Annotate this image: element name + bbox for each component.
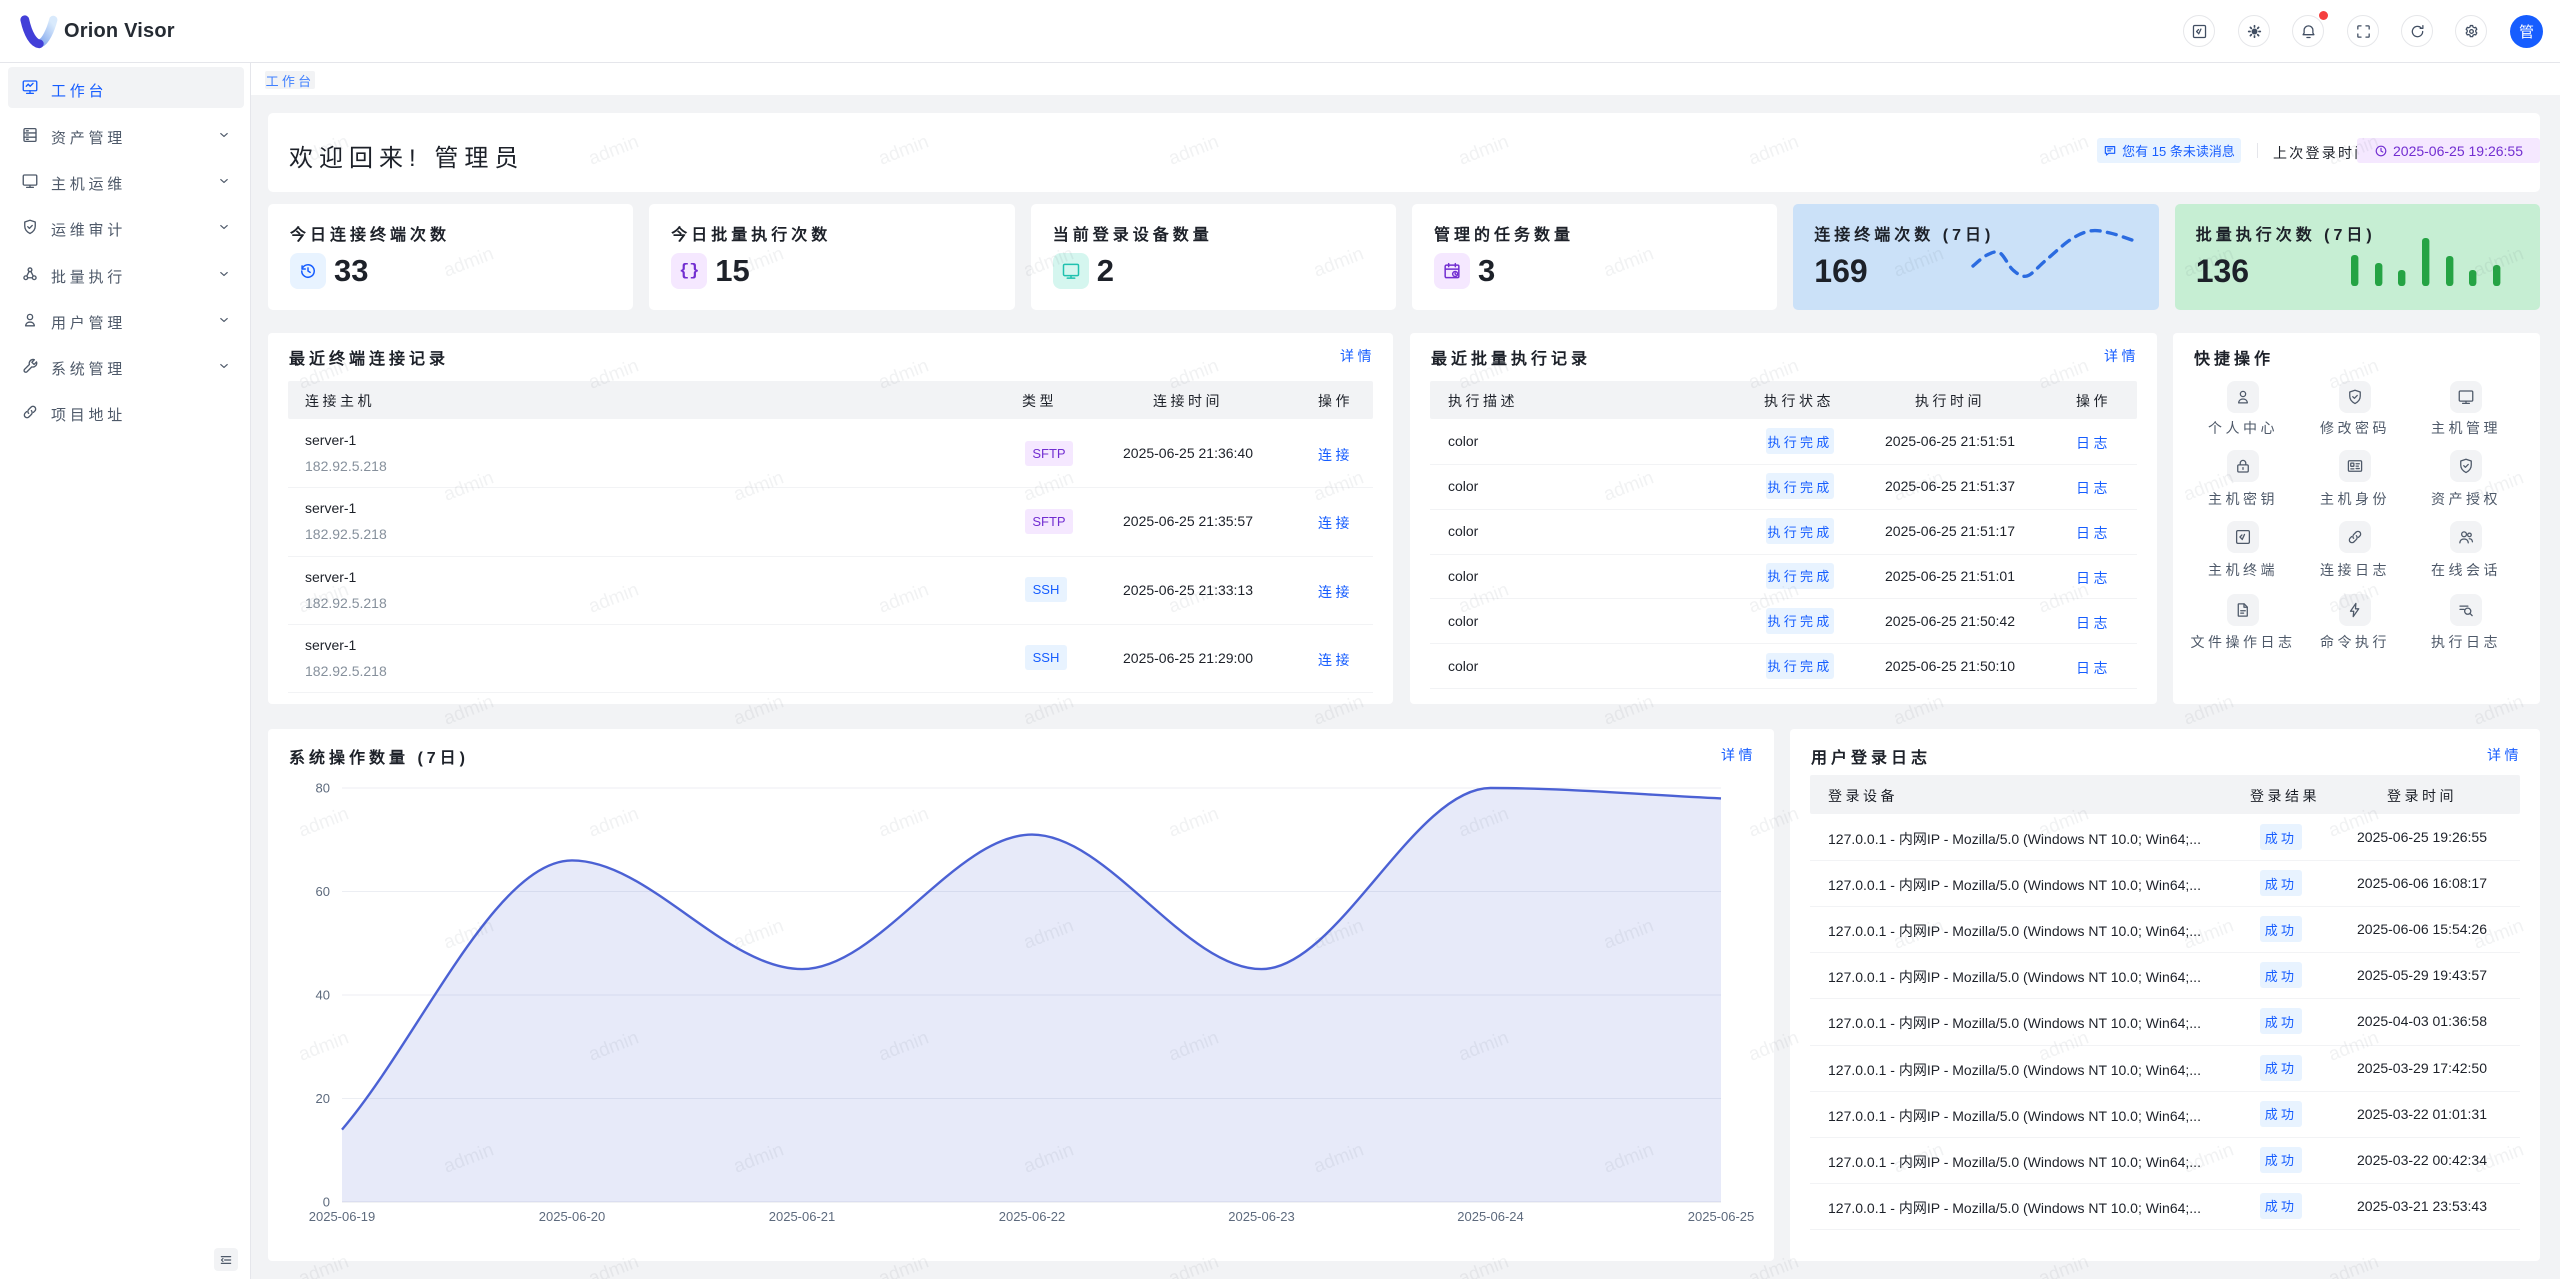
svg-text:2025-06-19: 2025-06-19 bbox=[309, 1209, 376, 1224]
svg-text:2025-06-20: 2025-06-20 bbox=[539, 1209, 606, 1224]
svg-text:60: 60 bbox=[316, 884, 330, 899]
svg-text:80: 80 bbox=[316, 781, 330, 796]
svg-text:2025-06-24: 2025-06-24 bbox=[1457, 1209, 1524, 1224]
svg-text:2025-06-21: 2025-06-21 bbox=[769, 1209, 836, 1224]
svg-text:2025-06-23: 2025-06-23 bbox=[1228, 1209, 1295, 1224]
svg-text:2025-06-22: 2025-06-22 bbox=[999, 1209, 1066, 1224]
svg-text:2025-06-25: 2025-06-25 bbox=[1688, 1209, 1755, 1224]
svg-text:0: 0 bbox=[323, 1195, 330, 1210]
svg-text:40: 40 bbox=[316, 988, 330, 1003]
svg-text:20: 20 bbox=[316, 1091, 330, 1106]
